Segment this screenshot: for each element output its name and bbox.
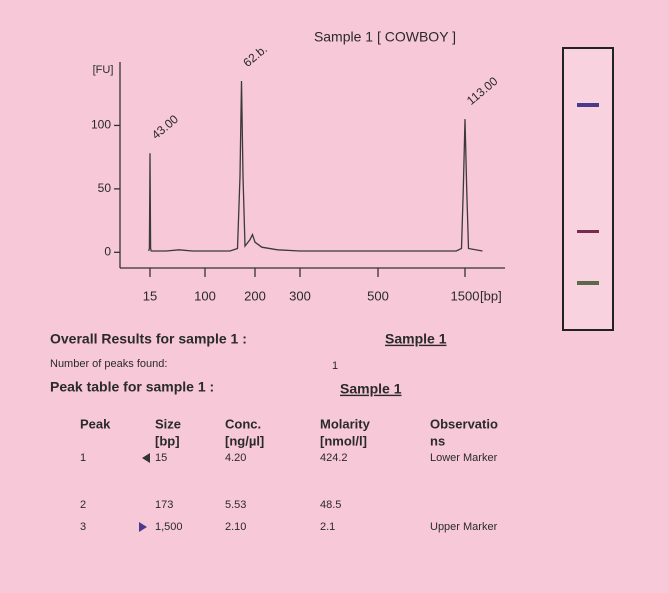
table-header: [bp]	[155, 433, 180, 448]
printout: Sample 1 [ COWBOY ] [FU] Overall Results…	[0, 0, 669, 593]
overall-sample: Sample 1	[385, 331, 447, 347]
table-header: Conc.	[225, 416, 261, 431]
x-tick-label: 15	[143, 288, 157, 303]
peak-table-title: Peak table for sample 1 :	[50, 379, 214, 395]
y-tick-label: 0	[104, 244, 111, 258]
x-unit-label: [bp]	[480, 288, 502, 303]
x-tick-label: 500	[367, 288, 389, 303]
table-header: [nmol/l]	[320, 433, 367, 448]
gel-band	[577, 103, 599, 107]
table-cell: 424.2	[320, 452, 348, 464]
page: Sample 1 [ COWBOY ] [FU] Overall Results…	[0, 0, 669, 593]
table-header: Peak	[80, 416, 111, 431]
x-tick-label: 300	[289, 288, 311, 303]
y-tick-label: 50	[98, 181, 112, 195]
table-header: ns	[430, 433, 445, 448]
chart-title: Sample 1 [ COWBOY ]	[314, 29, 456, 45]
gel-band	[577, 281, 599, 285]
table-cell: 5.53	[225, 499, 246, 511]
table-cell: 2	[80, 499, 86, 511]
table-cell: 4.20	[225, 452, 246, 464]
table-header: Observatio	[430, 416, 498, 431]
gel-lane	[563, 48, 613, 330]
table-cell: 173	[155, 499, 173, 511]
table-cell: 1,500	[155, 521, 183, 533]
y-tick-label: 100	[91, 118, 111, 132]
table-header: [ng/µl]	[225, 433, 264, 448]
table-cell: 48.5	[320, 499, 341, 511]
peaks-found-label: Number of peaks found:	[50, 358, 167, 370]
table-cell: Upper Marker	[430, 521, 498, 533]
x-tick-label: 1500	[451, 288, 480, 303]
table-header: Size	[155, 416, 181, 431]
overall-title: Overall Results for sample 1 :	[50, 331, 247, 347]
gel-band	[577, 230, 599, 233]
y-axis-label: [FU]	[93, 64, 114, 76]
table-cell: 2.1	[320, 521, 335, 533]
table-cell: 2.10	[225, 521, 246, 533]
x-tick-label: 100	[194, 288, 216, 303]
table-cell: 3	[80, 521, 86, 533]
table-cell: 1	[80, 452, 86, 464]
peak-table-sample: Sample 1	[340, 381, 402, 397]
peaks-found: 1	[332, 360, 338, 372]
x-tick-label: 200	[244, 288, 266, 303]
table-header: Molarity	[320, 416, 371, 431]
table-cell: Lower Marker	[430, 452, 498, 464]
table-cell: 15	[155, 452, 167, 464]
